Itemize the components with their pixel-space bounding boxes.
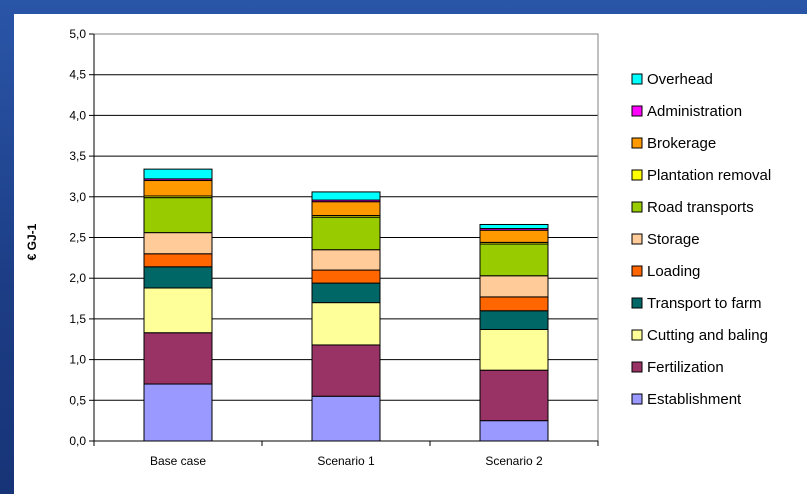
x-tick-label: Scenario 1 [317,454,375,468]
y-tick-label: 3,0 [69,190,86,204]
legend-swatch [631,233,643,245]
y-tick-label: 4,5 [69,68,86,82]
x-tick-label: Base case [150,454,206,468]
y-tick-label: 0,0 [69,434,86,448]
x-tick-label: Scenario 2 [485,454,543,468]
y-tick-label: 2,5 [69,231,86,245]
bar-segment [311,201,381,217]
y-axis-label: € GJ-1 [25,223,39,260]
legend-swatch [631,329,643,341]
bar-segment [311,216,381,251]
bar-segment [311,344,381,397]
legend-swatch [631,73,643,85]
legend-label: Plantation removal [647,167,771,184]
bar-segment [479,420,549,442]
bar-segment [479,296,549,312]
legend-swatch [631,105,643,117]
bar-segment [143,287,213,334]
legend-swatch [631,265,643,277]
stacked-bar-chart: 0,0 0,5 1,0 1,5 2,0 2,5 3,0 3,5 4,0 4,5 5,0 Base ca… [25,27,771,468]
legend: Overhead Administration Brokerage Plantatio… [631,71,771,408]
bar-segment [143,168,213,180]
bars [143,168,549,442]
axes: 0,0 0,5 1,0 1,5 2,0 2,5 3,0 3,5 4,0 4,5 5,0 Base ca… [69,27,599,468]
bar-segment [311,249,381,271]
bar-segment [311,302,381,346]
y-tick-label: 3,5 [69,149,86,163]
y-tick-label: 4,0 [69,108,86,122]
legend-swatch [631,393,643,405]
bar-segment [479,275,549,298]
y-tick-label: 1,5 [69,312,86,326]
legend-label: Fertilization [647,359,724,376]
legend-label: Overhead [647,71,713,88]
legend-label: Cutting and baling [647,327,768,344]
bar-segment [143,383,213,442]
legend-label: Establishment [647,391,742,408]
legend-swatch [631,169,643,181]
legend-label: Loading [647,263,700,280]
bar-segment [479,369,549,422]
bar-segment [479,243,549,277]
y-tick-label: 0,5 [69,393,86,407]
bar-segment [143,253,213,268]
bar-segment [143,232,213,255]
chart-panel: 0,0 0,5 1,0 1,5 2,0 2,5 3,0 3,5 4,0 4,5 5,0 Base ca… [14,14,807,494]
bar-segment [143,197,213,234]
bar-segment [311,269,381,284]
bar-segment [143,332,213,385]
y-tick-label: 2,0 [69,271,86,285]
bar-segment [311,191,381,201]
bar-segment [311,282,381,304]
bar-segment [311,395,381,442]
bar-segment [143,180,213,197]
legend-label: Transport to farm [647,295,761,312]
legend-swatch [631,137,643,149]
legend-label: Storage [647,231,700,248]
y-tick-label: 5,0 [69,27,86,41]
bar-segment [479,229,549,243]
legend-label: Administration [647,103,742,120]
legend-label: Road transports [647,199,754,216]
legend-swatch [631,361,643,373]
bar-segment [143,266,213,289]
bar-segment [479,310,549,330]
legend-label: Brokerage [647,135,716,152]
bar-segment [479,223,549,230]
y-tick-label: 1,0 [69,353,86,367]
bar-segment [479,328,549,371]
legend-swatch [631,297,643,309]
legend-swatch [631,201,643,213]
